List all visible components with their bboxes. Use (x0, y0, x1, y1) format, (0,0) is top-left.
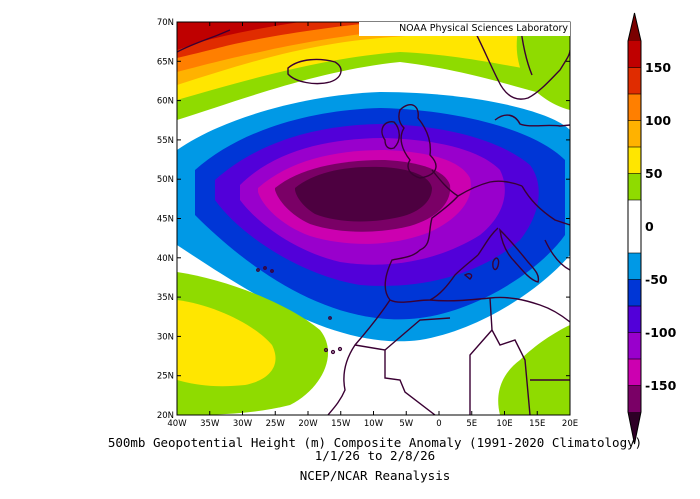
lon-tick-label: 20W (298, 419, 318, 429)
colorbar-segment (628, 332, 641, 360)
contour-field (177, 22, 570, 415)
colorbar-label: -100 (645, 325, 677, 340)
colorbar: 150 100 50 0 -50 -100 -150 (627, 12, 677, 445)
lat-tick-label: 70N (157, 18, 174, 28)
colorbar-segment (628, 226, 641, 254)
lat-tick-label: 65N (157, 57, 174, 67)
lon-tick-label: 30W (233, 419, 253, 429)
lat-tick-label: 35N (157, 293, 174, 303)
lat-tick-label: 20N (157, 411, 174, 421)
lat-tick-label: 40N (157, 254, 174, 264)
coastlines (177, 22, 570, 415)
contour-pos25-scandinavia (516, 22, 570, 110)
caption-title: 500mb Geopotential Height (m) Composite … (107, 435, 643, 450)
colorbar-segment (628, 120, 641, 148)
colorbar-segment (628, 173, 641, 201)
lon-tick-label: 15E (529, 419, 545, 429)
colorbar-segment (628, 253, 641, 280)
lon-tick-label: 25W (266, 419, 286, 429)
lat-axis: 20N 25N 30N 35N 40N 45N 50N 55N 60N 65N 70N (157, 18, 570, 421)
lon-tick-label: 20E (562, 419, 578, 429)
lat-tick-label: 50N (157, 175, 174, 185)
lat-tick-label: 30N (157, 332, 174, 342)
colorbar-segment (628, 359, 641, 386)
colorbar-segment (628, 279, 641, 307)
colorbar-bottom-arrow (628, 412, 641, 444)
lat-tick-label: 55N (157, 136, 174, 146)
lon-tick-label: 0 (436, 419, 441, 429)
colorbar-label: 150 (645, 60, 671, 75)
colorbar-segment (628, 147, 641, 174)
caption-source: NCEP/NCAR Reanalysis (299, 468, 451, 483)
lon-tick-label: 5W (399, 419, 413, 429)
lon-tick-label: 35W (200, 419, 220, 429)
lon-tick-label: 10W (364, 419, 384, 429)
contour-neg175 (295, 166, 432, 222)
lat-tick-label: 45N (157, 215, 174, 225)
lon-tick-label: 10E (496, 419, 512, 429)
colorbar-label: -50 (645, 272, 668, 287)
lat-tick-label: 25N (157, 372, 174, 382)
lon-tick-label: 5E (466, 419, 477, 429)
colorbar-outline (627, 12, 642, 445)
colorbar-segment (628, 385, 641, 413)
colorbar-segment (628, 94, 641, 121)
colorbar-segment (628, 306, 641, 333)
colorbar-top-arrow (628, 13, 641, 41)
contour-pos50-atlantic (177, 300, 276, 387)
colorbar-segment (628, 200, 641, 227)
caption-dates: 1/1/26 to 2/8/26 (314, 448, 436, 463)
contour-pos25-africa (498, 325, 570, 415)
contour-pos150-north (177, 22, 300, 50)
colorbar-label: 50 (645, 166, 663, 181)
colorbar-label: -150 (645, 378, 677, 393)
colorbar-label: 0 (645, 219, 654, 234)
colorbar-segment (628, 41, 641, 68)
colorbar-segment (628, 67, 641, 95)
lon-tick-label: 15W (331, 419, 351, 429)
credit-label: NOAA Physical Sciences Laboratory (359, 22, 570, 36)
lon-axis: 40W 35W 30W 25W 20W 15W 10W 5W 0 5E 10E 15E 20E (167, 22, 578, 429)
lat-tick-label: 60N (157, 97, 174, 107)
lon-tick-label: 40W (167, 419, 187, 429)
colorbar-label: 100 (645, 113, 671, 128)
